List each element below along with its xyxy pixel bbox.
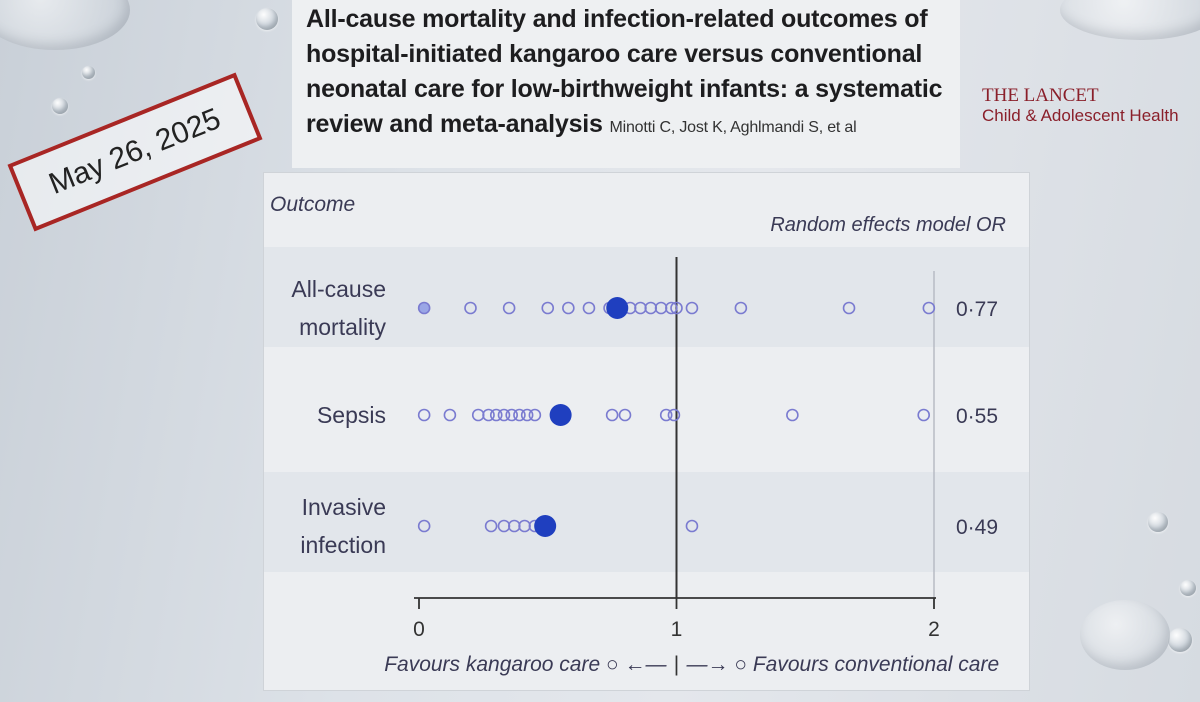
study-point [605,408,619,422]
authors: Minotti C, Jost K, Aghlmandi S, et al [609,119,857,136]
column-header-or: Random effects model OR [770,214,1006,236]
forest-plot: Outcome Random effects model OR 0 1 2 All-cau… [264,193,1029,676]
pooled-estimate-point [606,297,629,319]
journal-subtitle: Child & Adolescent Health [982,106,1179,125]
title-box: All-cause mortality and infection-relate… [292,0,960,168]
row-band [264,365,1029,465]
row-band [264,247,1029,347]
outcome-label: Invasive [302,494,386,520]
water-droplet-decoration [1168,628,1192,652]
study-point [667,408,681,422]
study-point [922,301,936,315]
study-point [417,408,431,422]
pooled-or-label: 0·49 [956,516,998,539]
footer-favours-kangaroo: Favours kangaroo care ○ ←— [384,653,667,676]
x-tick-label: 2 [928,618,940,641]
outcome-label: Sepsis [317,402,386,428]
study-point [665,301,678,315]
study-point [562,301,575,315]
study-point [484,519,498,533]
water-droplet-decoration [52,98,68,114]
water-droplet-decoration [1080,600,1170,670]
water-droplet-decoration [1148,512,1168,532]
row-band [264,472,1029,572]
study-point [464,301,477,315]
journal-name: THE LANCET [982,85,1099,106]
study-point [685,301,699,315]
forest-plot-panel: Outcome Random effects model OR 0 1 2 All-cau… [263,172,1030,691]
outcome-label: All-cause [291,276,386,302]
study-point [659,408,673,422]
study-point [685,519,699,533]
study-point [417,519,431,533]
footer-divider: | [674,653,679,676]
x-tick-label: 0 [413,618,425,641]
study-point [497,408,511,422]
study-point [618,408,632,422]
study-point [528,408,542,422]
study-point [734,301,748,315]
study-point [505,408,518,422]
study-point [489,408,503,422]
paper-title: All-cause mortality and infection-relate… [306,2,946,145]
pooled-or-label: 0·55 [956,405,998,428]
water-droplet-decoration [1180,580,1196,596]
water-droplet-decoration [1060,0,1200,40]
study-point [582,301,596,315]
journal-logo: THE LANCET Child & Adolescent Health [982,86,1179,126]
study-point [513,408,526,422]
study-point [541,301,555,315]
outcome-label: mortality [299,314,386,340]
water-droplet-decoration [82,66,95,79]
water-droplet-decoration [256,8,278,30]
pooled-or-label: 0·77 [956,298,998,321]
date-stamp-text: May 26, 2025 [44,102,226,201]
water-droplet-decoration [0,0,130,50]
study-point [417,301,431,315]
study-point [482,408,495,422]
study-point [670,301,683,315]
paper-title-text: All-cause mortality and infection-relate… [306,5,943,138]
pooled-estimate-point [534,515,557,537]
study-point [786,408,799,422]
footer-favours-conventional: —→ ○ Favours conventional care [686,653,1000,676]
study-point [917,408,931,422]
study-point [842,301,856,315]
column-header-outcome: Outcome [270,193,355,216]
x-tick-label: 1 [671,618,683,641]
date-stamp: May 26, 2025 [7,72,263,232]
study-point [502,301,516,315]
outcome-label: infection [300,532,386,558]
pooled-estimate-point [549,404,572,426]
study-point [520,408,534,422]
study-point [443,408,457,422]
